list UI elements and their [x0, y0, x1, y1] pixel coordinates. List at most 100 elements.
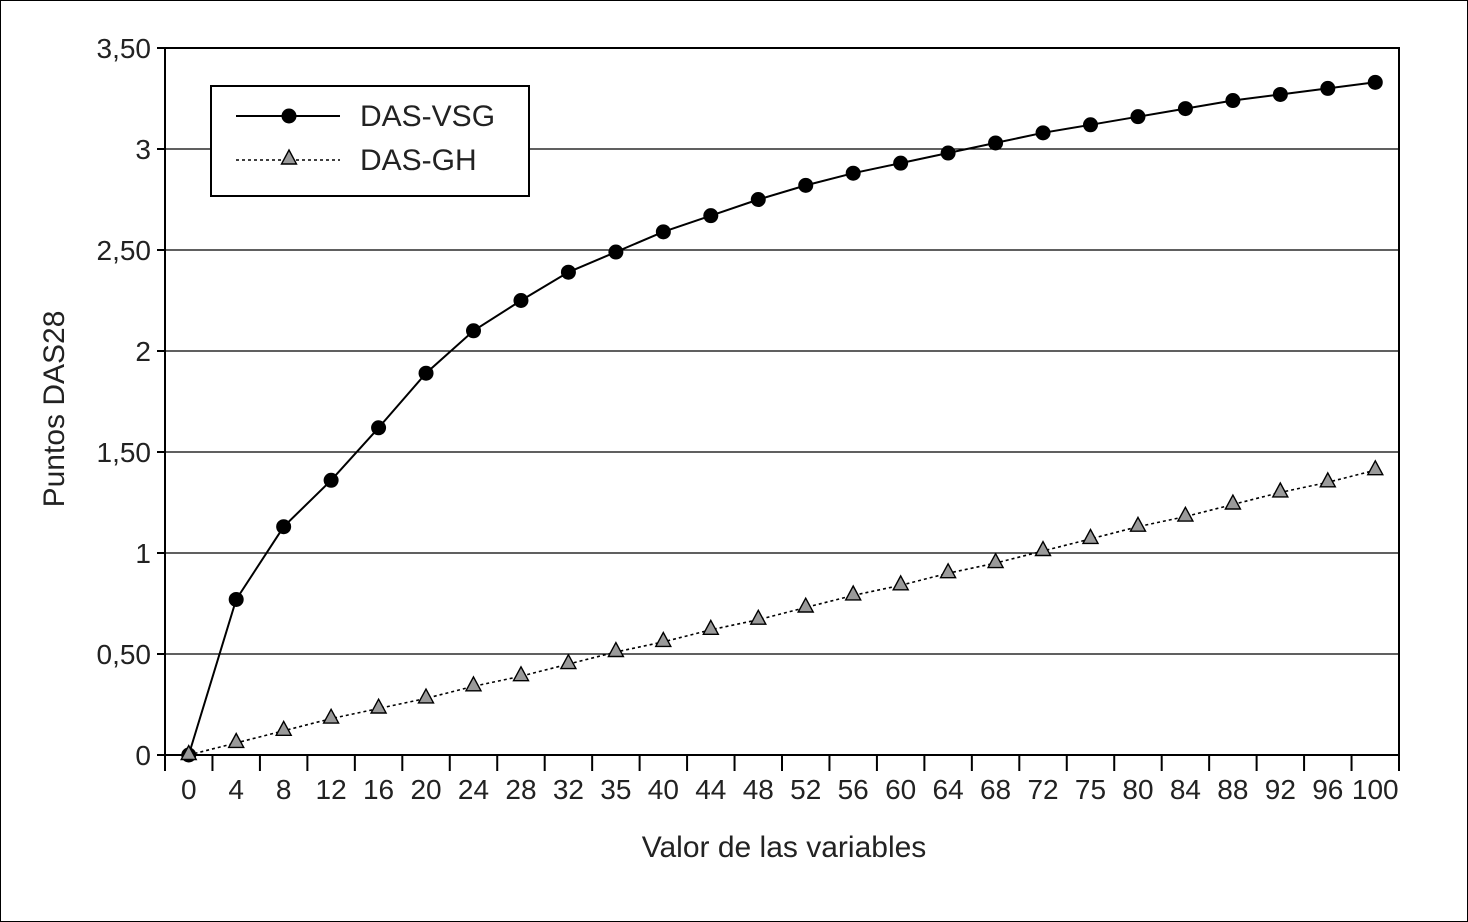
- data-point-das-vsg: [466, 323, 481, 339]
- data-point-das-vsg: [798, 177, 814, 193]
- data-point-das-vsg: [418, 365, 434, 381]
- data-point-das-gh: [1271, 481, 1289, 498]
- y-tick-label: 2,50: [97, 235, 152, 266]
- legend-label-das-vsg: DAS-VSG: [360, 100, 495, 133]
- x-tick-label: 56: [838, 774, 869, 805]
- data-point-das-gh: [939, 562, 957, 579]
- x-tick-label: 35: [600, 774, 631, 805]
- y-tick-label: 3: [135, 134, 151, 165]
- data-point-das-vsg: [1320, 80, 1336, 96]
- x-tick-label: 52: [790, 774, 821, 805]
- data-point-das-vsg: [750, 192, 766, 207]
- data-point-das-gh: [227, 732, 245, 749]
- series-line-das-vsg: [187, 81, 1376, 756]
- data-point-das-vsg: [703, 208, 719, 224]
- x-tick-label: 96: [1312, 774, 1343, 805]
- legend-marker-das-vsg: [281, 108, 297, 124]
- x-tick-label: 16: [363, 774, 394, 805]
- data-point-das-gh: [1319, 471, 1337, 488]
- data-point-das-gh: [702, 618, 720, 635]
- data-point-das-gh: [1176, 505, 1195, 522]
- x-axis-title: Valor de las variables: [642, 831, 927, 864]
- x-axis: 0 4 8 12 16 20 24 28 32 35 40 44 48 52 56 60 64 68 72 75 80 8…: [164, 755, 1400, 805]
- x-tick-label: 4: [228, 774, 244, 805]
- data-point-das-gh: [275, 719, 293, 736]
- data-point-das-gh: [322, 707, 340, 724]
- data-point-das-vsg: [608, 244, 624, 260]
- data-point-das-gh: [1129, 515, 1147, 532]
- legend-marker-das-gh: [280, 148, 298, 165]
- data-point-das-vsg: [1272, 86, 1288, 102]
- data-point-das-vsg: [276, 519, 292, 535]
- data-point-das-vsg: [845, 165, 861, 181]
- data-point-das-gh: [1224, 493, 1242, 510]
- x-tick-label: 40: [648, 774, 679, 805]
- x-tick-label: 24: [458, 774, 489, 805]
- y-tick-label: 1: [135, 538, 151, 569]
- data-point-das-gh: [892, 574, 910, 591]
- y-axis-title: Puntos DAS28: [38, 311, 71, 508]
- data-point-das-vsg: [513, 293, 529, 308]
- data-point-das-gh: [464, 675, 483, 692]
- x-tick-label: 0: [181, 774, 197, 805]
- series-layer: [180, 74, 1384, 763]
- data-point-das-gh: [417, 687, 435, 704]
- x-tick-label: 8: [276, 774, 292, 805]
- data-point-das-gh: [986, 552, 1005, 569]
- x-tick-label: 100: [1352, 774, 1399, 805]
- y-tick-label: 0,50: [97, 639, 152, 670]
- series-line-das-gh: [188, 469, 1376, 756]
- data-point-das-vsg: [940, 145, 956, 161]
- data-point-das-vsg: [655, 224, 671, 240]
- x-tick-label: 75: [1075, 774, 1106, 805]
- x-tick-label: 12: [316, 774, 347, 805]
- data-point-das-vsg: [1367, 74, 1383, 90]
- data-point-das-gh: [512, 665, 530, 682]
- x-tick-label: 64: [933, 774, 964, 805]
- data-point-das-gh: [607, 641, 625, 658]
- x-tick-label: 60: [885, 774, 916, 805]
- data-point-das-gh: [797, 596, 815, 613]
- x-tick-label: 28: [505, 774, 536, 805]
- legend-box: [210, 85, 530, 197]
- y-tick-label: 1,50: [97, 437, 152, 468]
- data-point-das-gh: [1081, 528, 1100, 545]
- data-point-das-gh: [844, 584, 862, 601]
- y-axis: 0 0,50 1 1,50 2 2,50 3 3,50: [97, 33, 165, 771]
- data-point-das-gh: [559, 653, 578, 670]
- data-point-das-gh: [654, 631, 672, 648]
- x-tick-label: 88: [1217, 774, 1248, 805]
- grid-lines: [165, 148, 1399, 655]
- data-point-das-gh: [1366, 459, 1384, 476]
- x-tick-label: 48: [743, 774, 774, 805]
- data-point-das-gh: [369, 697, 388, 714]
- legend-label-das-gh: DAS-GH: [360, 144, 477, 177]
- x-tick-label: 32: [553, 774, 584, 805]
- x-tick-label: 72: [1027, 774, 1058, 805]
- x-tick-label: 68: [980, 774, 1011, 805]
- data-point-das-vsg: [893, 155, 909, 171]
- data-point-das-vsg: [1035, 125, 1051, 141]
- x-tick-label: 80: [1122, 774, 1153, 805]
- data-point-das-vsg: [1177, 101, 1193, 117]
- data-point-das-gh: [180, 744, 198, 761]
- x-tick-label: 92: [1265, 774, 1296, 805]
- x-tick-label: 44: [695, 774, 726, 805]
- data-point-das-vsg: [1130, 109, 1146, 125]
- y-tick-label: 0: [135, 740, 151, 771]
- data-point-das-vsg: [1083, 117, 1098, 133]
- data-point-das-vsg: [1225, 93, 1241, 109]
- data-point-das-gh: [1034, 540, 1052, 557]
- data-point-das-vsg: [988, 135, 1004, 151]
- y-tick-label: 2: [135, 336, 151, 367]
- y-tick-label: 3,50: [97, 33, 152, 64]
- data-point-das-vsg: [228, 591, 244, 607]
- x-tick-label: 20: [410, 774, 441, 805]
- data-point-das-vsg: [371, 420, 387, 436]
- legend: DAS-VSG DAS-GH: [210, 85, 530, 197]
- data-point-das-gh: [749, 608, 767, 625]
- data-point-das-vsg: [323, 472, 339, 488]
- data-point-das-vsg: [560, 264, 576, 280]
- x-tick-label: 84: [1170, 774, 1201, 805]
